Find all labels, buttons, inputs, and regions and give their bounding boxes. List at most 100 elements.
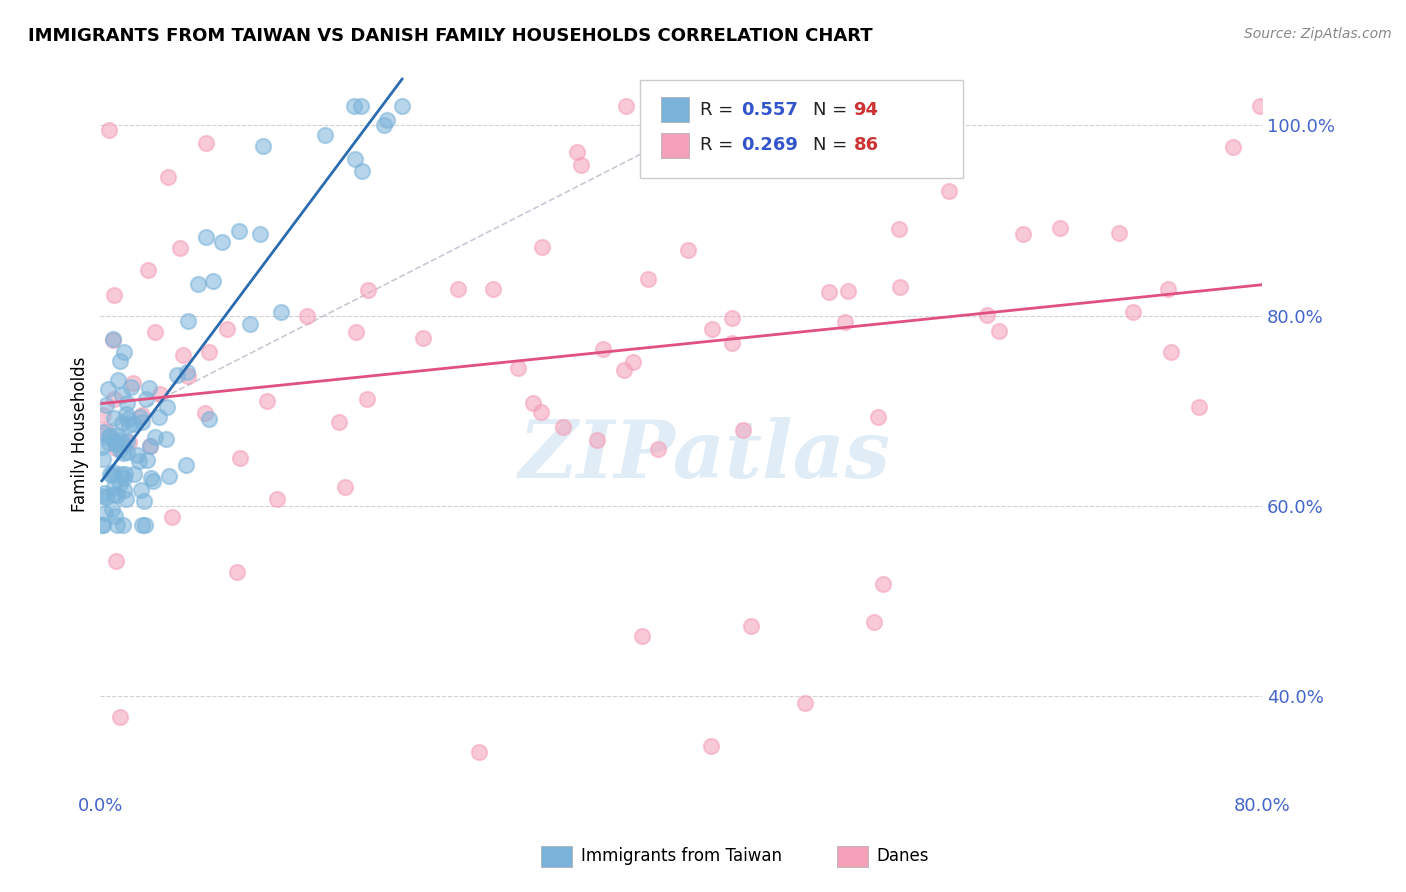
Point — [111, 416, 134, 430]
Point — [111, 437, 134, 451]
Point — [94, 425, 117, 439]
Point — [676, 243, 699, 257]
Point — [522, 396, 544, 410]
Point — [139, 471, 162, 485]
Point — [1160, 344, 1182, 359]
Point — [105, 488, 128, 502]
Point — [295, 309, 318, 323]
Point — [1049, 221, 1071, 235]
Point — [114, 467, 136, 481]
Point — [97, 382, 120, 396]
Point — [1222, 140, 1244, 154]
Point — [841, 138, 863, 153]
Point — [863, 615, 886, 629]
Point — [134, 518, 156, 533]
Point — [118, 417, 141, 432]
Point — [350, 163, 373, 178]
Point — [215, 322, 238, 336]
Point — [700, 739, 723, 753]
Point — [889, 279, 911, 293]
Point — [531, 240, 554, 254]
Point — [112, 471, 135, 485]
Point — [117, 396, 139, 410]
Point — [135, 392, 157, 406]
Point — [530, 405, 553, 419]
Text: Danes: Danes — [876, 847, 928, 865]
Point — [112, 445, 135, 459]
Point — [94, 398, 117, 412]
Point — [104, 436, 127, 450]
Point — [120, 380, 142, 394]
Point — [114, 345, 136, 359]
Point — [91, 452, 114, 467]
Point — [103, 411, 125, 425]
Point — [142, 475, 165, 489]
Point — [343, 99, 366, 113]
Y-axis label: Family Households: Family Households — [72, 357, 89, 512]
Point — [112, 483, 135, 497]
Point — [91, 425, 114, 440]
Point — [901, 99, 924, 113]
Point — [1122, 305, 1144, 319]
Point — [266, 491, 288, 506]
Point — [468, 746, 491, 760]
Text: 86: 86 — [853, 136, 879, 154]
Point — [129, 410, 152, 425]
Point — [103, 480, 125, 494]
Point — [1157, 281, 1180, 295]
Point — [98, 436, 121, 450]
Text: 94: 94 — [853, 101, 879, 119]
Text: 0.269: 0.269 — [741, 136, 797, 154]
Point — [94, 490, 117, 504]
Point — [631, 629, 654, 643]
Point — [796, 131, 818, 145]
Point — [125, 448, 148, 462]
Point — [567, 145, 589, 159]
Point — [136, 263, 159, 277]
Point — [110, 477, 132, 491]
Point — [194, 406, 217, 420]
Point — [143, 430, 166, 444]
Text: Source: ZipAtlas.com: Source: ZipAtlas.com — [1244, 27, 1392, 41]
Point — [122, 467, 145, 482]
Point — [117, 445, 139, 459]
Point — [139, 439, 162, 453]
Point — [148, 410, 170, 425]
Point — [868, 410, 890, 425]
Point — [101, 334, 124, 348]
Point — [647, 442, 669, 456]
Text: N =: N = — [813, 101, 852, 119]
Point — [176, 314, 198, 328]
Point — [344, 152, 367, 166]
Point — [447, 282, 470, 296]
Point — [91, 518, 114, 533]
Point — [117, 434, 139, 449]
Point — [721, 311, 744, 326]
Point — [731, 423, 754, 437]
Point — [91, 440, 114, 454]
Point — [270, 304, 292, 318]
Point — [837, 284, 859, 298]
Point — [94, 506, 117, 520]
Point — [794, 696, 817, 710]
Text: N =: N = — [813, 136, 852, 154]
Point — [350, 99, 373, 113]
Point — [551, 419, 574, 434]
Point — [128, 453, 150, 467]
Point — [375, 112, 398, 127]
Point — [122, 376, 145, 390]
Point — [131, 409, 153, 423]
Point — [98, 467, 121, 481]
Point — [177, 368, 200, 383]
Point — [186, 277, 208, 292]
Text: 0.557: 0.557 — [741, 101, 797, 119]
Point — [166, 368, 188, 382]
Point — [108, 353, 131, 368]
Point — [157, 469, 180, 483]
Point — [138, 439, 160, 453]
Point — [110, 433, 132, 447]
Point — [872, 576, 894, 591]
Point — [889, 222, 911, 236]
Text: R =: R = — [700, 101, 740, 119]
Point — [111, 388, 134, 402]
